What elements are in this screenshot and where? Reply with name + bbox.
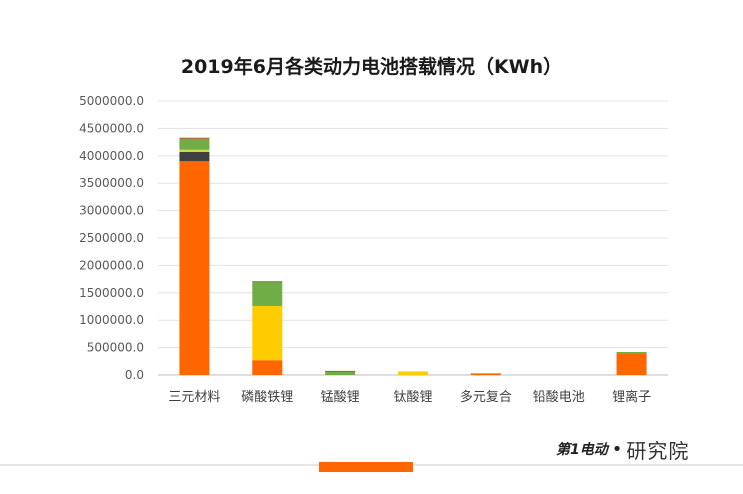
brand-logo: 第1电动 • 研究院 [556,434,689,464]
bar-segment [179,149,210,152]
y-tick-label: 0.0 [125,368,144,382]
y-tick-label: 3500000.0 [79,176,144,190]
bar-segment [179,151,210,162]
y-tick-label: 500000.0 [87,341,144,355]
bar-segment [252,281,283,306]
x-tick-label: 锰酸锂 [321,390,360,405]
footer-accent-bar [319,462,413,472]
x-tick-label: 锂离子 [612,389,651,405]
bar-segment [398,371,428,375]
x-tick-label: 钛酸锂 [393,390,432,405]
x-tick-label: 铅酸电池 [533,390,585,405]
bar-segment [470,373,501,375]
x-tick-label: 三元材料 [168,390,220,405]
y-tick-label: 3000000.0 [79,204,144,218]
y-axis-ticks: 0.0 500000.0 1000000.0 1500000.0 2000000.0 25… [79,94,144,382]
bar-segment [252,305,283,361]
y-tick-label: 5000000.0 [79,94,144,108]
bar-segment [179,137,210,139]
bar-segment [252,281,283,283]
bar-segment [252,360,283,375]
y-tick-label: 1500000.0 [79,286,144,300]
logo-text: 研究院 [626,438,690,463]
bar-segment [179,161,210,375]
y-tick-label: 2000000.0 [79,258,144,272]
y-tick-label: 4500000.0 [79,121,144,135]
bar-segment [179,138,210,150]
x-axis-ticks: 三元材料 磷酸铁锂 锰酸锂 钛酸锂 多元复合 铅酸电池 锂离子 [168,389,651,405]
y-tick-label: 4000000.0 [79,149,144,163]
bar-segment [616,353,647,375]
bar-segment [325,371,356,375]
logo-dot: • [611,438,623,460]
logo-mark: 第1电动 [556,442,608,458]
chart-title: 2019年6月各类动力电池搭载情况（KWh） [180,56,563,78]
gridlines [158,100,668,376]
y-tick-label: 2500000.0 [79,231,144,245]
bars [179,137,647,375]
bar-segment [616,351,647,354]
x-tick-label: 多元复合 [460,389,512,405]
bar-segment [325,370,356,372]
y-tick-label: 1000000.0 [79,313,144,327]
x-tick-label: 磷酸铁锂 [241,390,293,405]
